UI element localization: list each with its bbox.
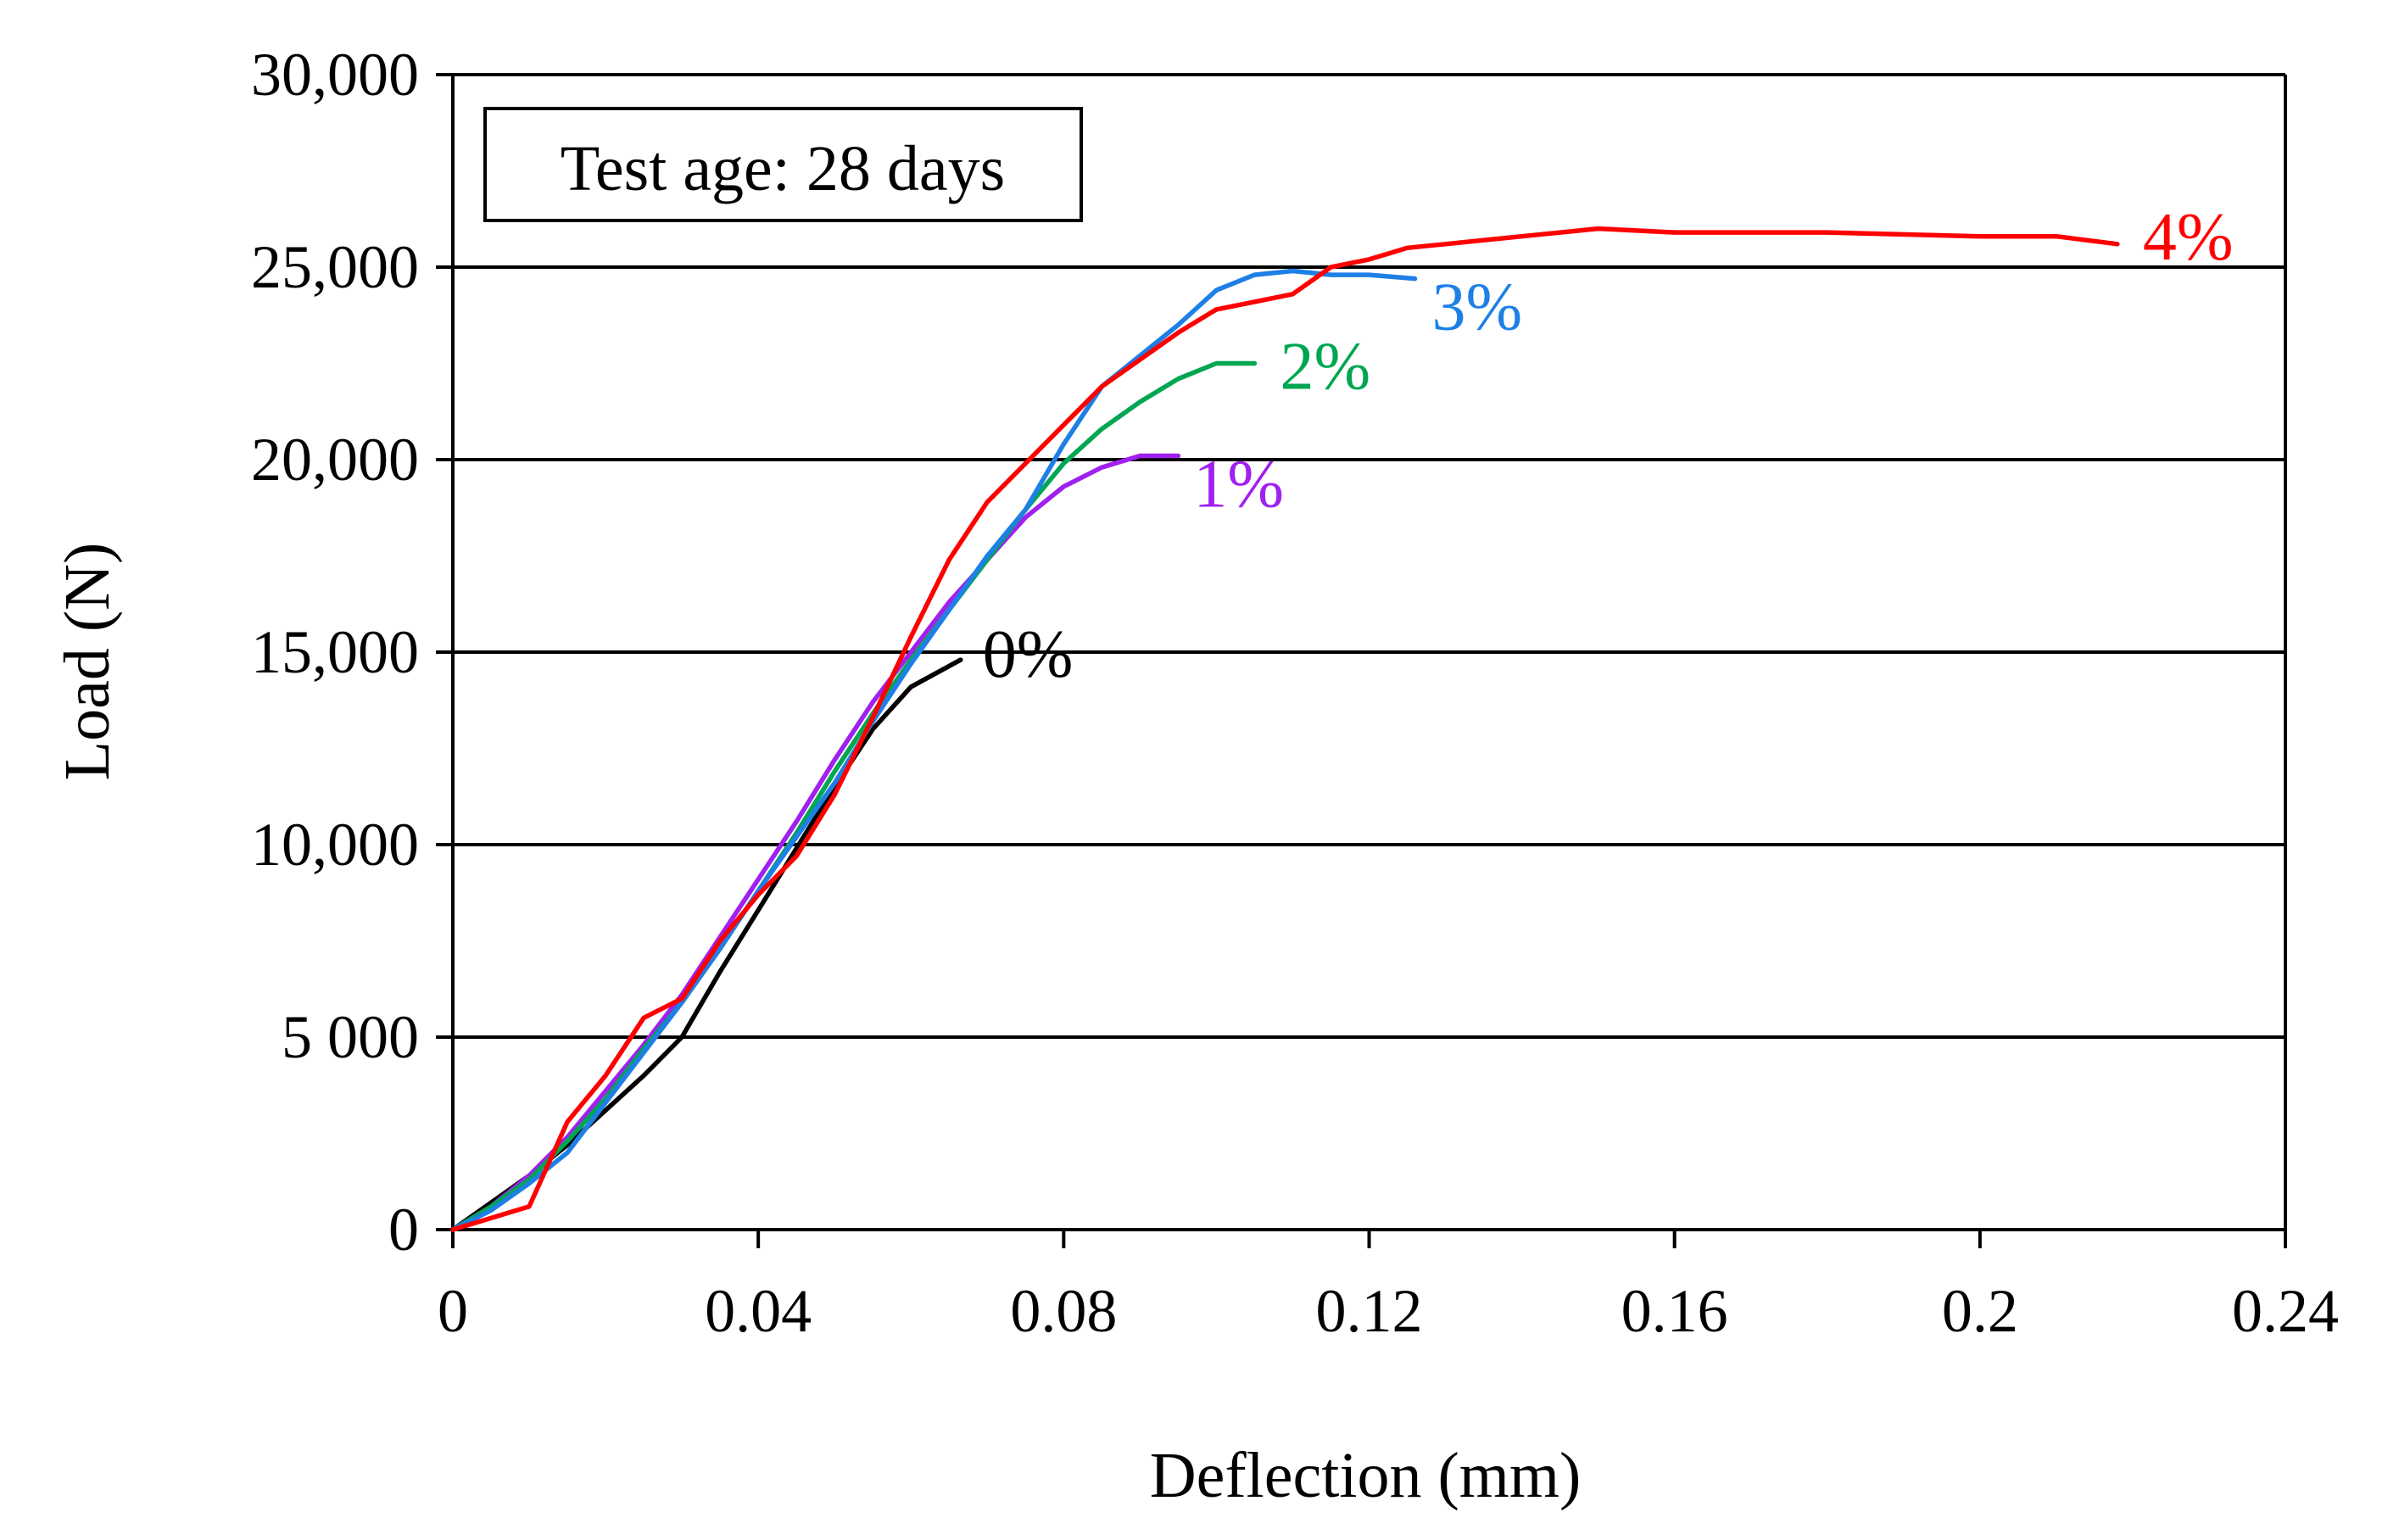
x-axis-title: Deflection (mm) <box>1150 1440 1582 1511</box>
series-labels: 0% 1% 2% 3% 4% <box>983 200 2234 692</box>
x-tick-label-0: 0 <box>438 1277 468 1345</box>
x-tick-label-2: 0.08 <box>1010 1277 1117 1345</box>
y-axis-title: Load (N) <box>52 543 123 781</box>
x-tick-label-1: 0.04 <box>705 1277 812 1345</box>
x-tick-label-3: 0.12 <box>1316 1277 1423 1345</box>
y-tick-label-5: 25,000 <box>251 233 419 301</box>
tick-labels: 0 5 000 10,000 15,000 20,000 25,000 30,000 0 0.0… <box>251 41 2339 1345</box>
series-line-4pct <box>450 226 2120 1232</box>
annotation-text: Test age: 28 days <box>561 133 1005 204</box>
grid-lines <box>453 73 2285 1039</box>
x-tick-label-6: 0.24 <box>2232 1277 2339 1345</box>
series-label-4pct: 4% <box>2143 200 2234 275</box>
series-label-3pct: 3% <box>1432 271 1523 345</box>
y-tick-label-4: 20,000 <box>251 426 419 494</box>
series-line-3pct <box>450 268 1418 1232</box>
series-label-0pct: 0% <box>983 617 1074 692</box>
series-line-0pct <box>450 657 963 1232</box>
x-tick-label-4: 0.16 <box>1621 1277 1728 1345</box>
x-tick-label-5: 0.2 <box>1942 1277 2018 1345</box>
y-tick-label-2: 10,000 <box>251 811 419 879</box>
annotation-frame <box>483 107 1083 222</box>
series-label-2pct: 2% <box>1280 330 1370 405</box>
y-tick-label-6: 30,000 <box>251 41 419 109</box>
y-tick-label-0: 0 <box>388 1196 419 1264</box>
series-line-2pct <box>450 360 1258 1232</box>
axes <box>436 73 2287 1248</box>
series-label-1pct: 1% <box>1193 447 1284 522</box>
annotation-box: Test age: 28 days <box>483 107 1083 222</box>
y-tick-label-3: 15,000 <box>251 618 419 686</box>
series-line-1pct <box>450 453 1181 1232</box>
series-lines <box>450 226 2120 1232</box>
y-tick-label-1: 5 000 <box>282 1003 419 1071</box>
